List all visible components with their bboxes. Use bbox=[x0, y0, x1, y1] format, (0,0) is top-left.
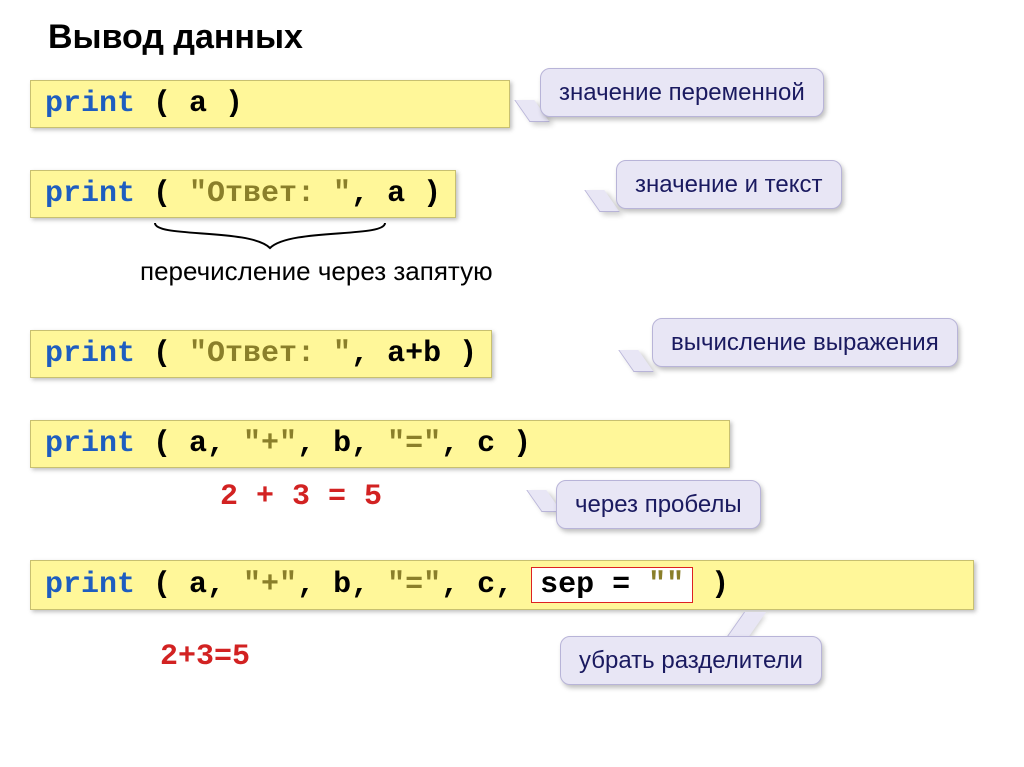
keyword: print bbox=[45, 87, 135, 121]
callout-3: вычисление выражения bbox=[652, 318, 958, 367]
string-literal: "Ответ: " bbox=[189, 337, 351, 371]
string-literal: "=" bbox=[387, 427, 441, 461]
code-block-4: print ( a, "+", b, "=", c ) bbox=[30, 420, 730, 468]
code-text: ( bbox=[135, 177, 189, 211]
code-text: ( a ) bbox=[135, 87, 243, 121]
result-4: 2 + 3 = 5 bbox=[220, 480, 382, 514]
string-literal: "Ответ: " bbox=[189, 177, 351, 211]
keyword: print bbox=[45, 427, 135, 461]
code-text: , a ) bbox=[351, 177, 441, 211]
callout-5: убрать разделители bbox=[560, 636, 822, 685]
string-literal: "+" bbox=[243, 568, 297, 602]
code-block-3: print ( "Ответ: ", a+b ) bbox=[30, 330, 492, 378]
code-text: ( a, bbox=[135, 427, 243, 461]
code-text: ) bbox=[693, 568, 729, 602]
result-5: 2+3=5 bbox=[160, 640, 250, 674]
brace-label: перечисление через запятую bbox=[140, 256, 493, 287]
callout-tail bbox=[618, 350, 653, 372]
code-text: ( bbox=[135, 337, 189, 371]
keyword: print bbox=[45, 337, 135, 371]
code-block-5: print ( a, "+", b, "=", c, sep = "" ) bbox=[30, 560, 974, 610]
keyword: print bbox=[45, 568, 135, 602]
sep-box: sep = "" bbox=[531, 567, 693, 603]
callout-tail bbox=[584, 190, 619, 212]
string-literal: "+" bbox=[243, 427, 297, 461]
code-text: , c ) bbox=[441, 427, 531, 461]
callout-4: через пробелы bbox=[556, 480, 761, 529]
string-literal: "=" bbox=[387, 568, 441, 602]
callout-2: значение и текст bbox=[616, 160, 842, 209]
page-title: Вывод данных bbox=[48, 18, 303, 57]
code-block-2: print ( "Ответ: ", a ) bbox=[30, 170, 456, 218]
code-text: , c, bbox=[441, 568, 531, 602]
curly-brace bbox=[150, 218, 390, 258]
callout-tail bbox=[726, 612, 766, 638]
code-text: , b, bbox=[297, 427, 387, 461]
code-text: ( a, bbox=[135, 568, 243, 602]
code-text: , a+b ) bbox=[351, 337, 477, 371]
keyword: print bbox=[45, 177, 135, 211]
code-block-1: print ( a ) bbox=[30, 80, 510, 128]
code-text: , b, bbox=[297, 568, 387, 602]
callout-1: значение переменной bbox=[540, 68, 824, 117]
